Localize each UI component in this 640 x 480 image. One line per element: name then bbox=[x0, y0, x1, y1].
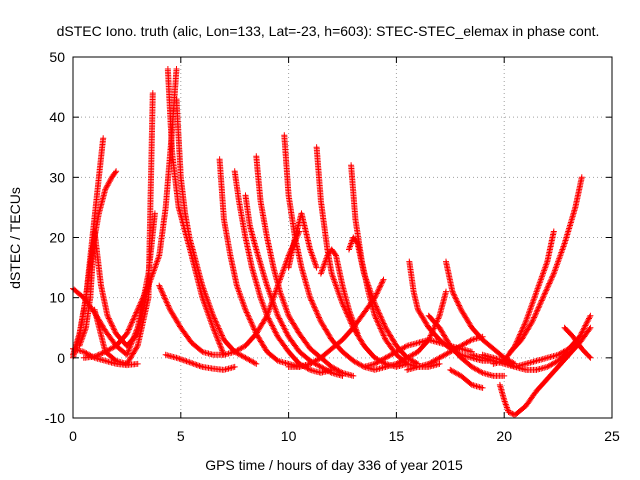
series-9-markers bbox=[173, 96, 260, 367]
series-17 bbox=[285, 210, 320, 271]
series-13 bbox=[231, 168, 335, 376]
series-15-markers bbox=[253, 153, 357, 379]
y-tick-label: 20 bbox=[49, 230, 65, 246]
y-tick-label: 0 bbox=[57, 350, 65, 366]
series-10 bbox=[162, 351, 238, 373]
y-tick-label: 40 bbox=[49, 109, 65, 125]
series-29 bbox=[447, 366, 486, 391]
y-tick-label: 10 bbox=[49, 290, 65, 306]
series-10-markers bbox=[162, 351, 238, 373]
series-12 bbox=[216, 156, 314, 370]
x-axis-label: GPS time / hours of day 336 of year 2015 bbox=[205, 457, 463, 473]
x-tick-label: 25 bbox=[604, 428, 620, 444]
series-33 bbox=[507, 174, 585, 355]
series-30-markers bbox=[496, 324, 594, 418]
x-tick-label: 10 bbox=[281, 428, 297, 444]
series-32-markers bbox=[490, 228, 557, 367]
x-tick-label: 5 bbox=[177, 428, 185, 444]
series-34 bbox=[479, 348, 572, 373]
series-35 bbox=[561, 324, 594, 361]
y-axis-label: dSTEC / TECUs bbox=[7, 187, 23, 289]
chart-title: dSTEC Iono. truth (alic, Lon=133, Lat=-2… bbox=[57, 23, 600, 39]
series-29-markers bbox=[447, 366, 486, 391]
y-tick-label: -10 bbox=[45, 410, 65, 426]
series-12-markers bbox=[216, 156, 314, 370]
series-27-markers bbox=[404, 333, 486, 373]
series-14-markers bbox=[242, 192, 346, 379]
series-33-markers bbox=[507, 174, 585, 355]
series-16-markers bbox=[281, 132, 389, 373]
series-22 bbox=[346, 234, 421, 367]
series-22-markers bbox=[346, 234, 421, 367]
y-tick-label: 50 bbox=[49, 49, 65, 65]
series-17-markers bbox=[285, 210, 320, 271]
series-14 bbox=[242, 192, 346, 379]
series-16 bbox=[281, 132, 389, 373]
series-34-markers bbox=[479, 348, 572, 373]
series-27 bbox=[404, 333, 486, 373]
series-19-markers bbox=[317, 246, 361, 337]
data-points bbox=[70, 66, 594, 418]
series-21-markers bbox=[285, 276, 387, 370]
series-32 bbox=[490, 228, 557, 367]
series-28 bbox=[425, 312, 508, 379]
series-7 bbox=[91, 90, 156, 367]
series-7-markers bbox=[91, 90, 156, 367]
series-30 bbox=[496, 324, 594, 418]
series-21 bbox=[285, 276, 387, 370]
series-13-markers bbox=[231, 168, 335, 376]
series-9 bbox=[173, 96, 260, 367]
series-15 bbox=[253, 153, 357, 379]
x-tick-label: 0 bbox=[69, 428, 77, 444]
y-tick-label: 30 bbox=[49, 169, 65, 185]
series-28-markers bbox=[425, 312, 508, 379]
x-tick-label: 15 bbox=[389, 428, 405, 444]
series-19 bbox=[317, 246, 361, 337]
x-tick-label: 20 bbox=[496, 428, 512, 444]
series-35-markers bbox=[561, 324, 594, 361]
